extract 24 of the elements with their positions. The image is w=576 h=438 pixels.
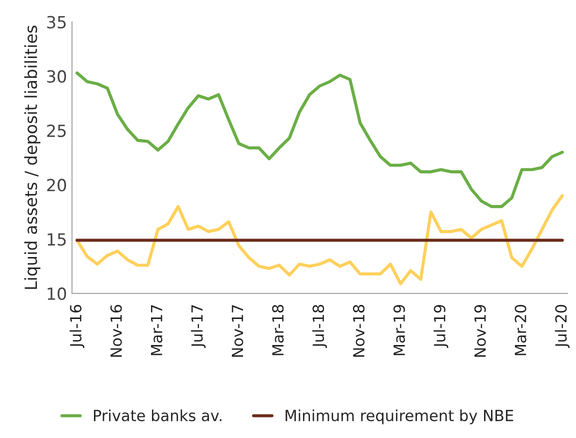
x-tick-label: Jul-18 bbox=[312, 304, 327, 348]
y-axis-title: Liquid assets / deposit liabilities bbox=[24, 26, 40, 289]
x-tick-label: Mar-19 bbox=[393, 304, 405, 356]
x-tick-label: Mar-18 bbox=[272, 304, 284, 356]
x-tick-label: Jul-17 bbox=[190, 305, 206, 348]
x-tick-label: Jul-19 bbox=[434, 304, 448, 348]
y-tick-label: 10 bbox=[48, 287, 66, 300]
legend-label: Private banks av. bbox=[94, 409, 222, 422]
y-tick-label: 15 bbox=[48, 233, 66, 246]
line-series bbox=[76, 71, 564, 208]
y-tick-label: 20 bbox=[47, 178, 66, 192]
legend-label: Minimum requirement by NBE bbox=[286, 409, 514, 424]
x-tick-label: Nov-19 bbox=[474, 304, 486, 357]
x-tick-label: Jul-20 bbox=[554, 304, 570, 348]
line-series bbox=[76, 194, 564, 286]
x-tick-label: Jul-16 bbox=[70, 304, 84, 348]
x-tick-label: Mar-17 bbox=[151, 305, 162, 356]
y-tick-label: 25 bbox=[47, 124, 66, 138]
x-tick-label: Nov-18 bbox=[352, 304, 365, 357]
y-tick-label: 35 bbox=[47, 16, 66, 28]
x-tick-label: Nov-16 bbox=[110, 304, 122, 357]
x-tick-label: Nov-17 bbox=[232, 305, 244, 357]
y-tick-label: 30 bbox=[47, 70, 66, 83]
x-tick-label: Mar-20 bbox=[514, 304, 526, 356]
